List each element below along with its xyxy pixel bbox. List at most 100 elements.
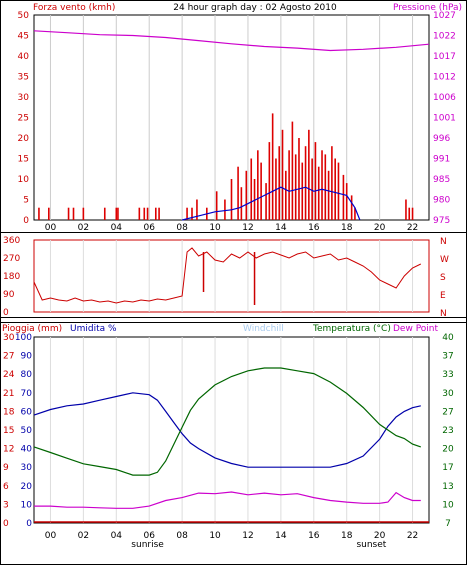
humidity-y-tick: 90 bbox=[21, 352, 33, 362]
humidity-y-tick: 100 bbox=[15, 333, 32, 343]
wind-y-tick: 20 bbox=[18, 134, 30, 144]
x-tick-label: 18 bbox=[341, 223, 353, 233]
gust-bar bbox=[308, 129, 310, 220]
humidity-y-tick: 0 bbox=[26, 519, 32, 529]
rain-axis-title: Pioggia (mm) bbox=[2, 324, 62, 334]
pressure-y-ticks: 975 980 985 991 996 1001 1006 1012 1017 1022 1027 bbox=[433, 11, 456, 226]
pressure-y-tick: 1027 bbox=[433, 11, 456, 21]
temperature-series bbox=[33, 367, 421, 476]
gust-bar bbox=[143, 207, 146, 220]
gust-bar bbox=[38, 207, 40, 220]
wind-y-tick: 30 bbox=[18, 93, 30, 103]
gust-bar bbox=[321, 150, 323, 220]
gust-bar bbox=[215, 191, 218, 220]
gust-bar bbox=[253, 179, 256, 220]
wind-axis-title: Forza vento (kmh) bbox=[33, 3, 115, 13]
temperature-y-tick: 23 bbox=[442, 426, 453, 436]
gust-bar bbox=[411, 207, 414, 220]
humidity-axis-title: Umidita % bbox=[70, 324, 117, 334]
x-tick-label: 12 bbox=[242, 223, 253, 233]
gust-bar bbox=[154, 207, 157, 220]
gust-bar bbox=[186, 207, 188, 220]
x-tick-label: 06 bbox=[143, 223, 155, 233]
gust-bar bbox=[230, 179, 233, 220]
pressure-y-tick: 1006 bbox=[433, 93, 456, 103]
direction-panel-frame bbox=[33, 239, 430, 313]
x-tick-label: 16 bbox=[308, 223, 320, 233]
x-tick-label: 22 bbox=[407, 531, 418, 541]
temperature-y-tick: 27 bbox=[442, 407, 453, 417]
gust-bar bbox=[48, 207, 50, 220]
gust-bar bbox=[334, 158, 336, 220]
gust-bar bbox=[405, 199, 407, 220]
gust-bar bbox=[72, 207, 75, 220]
gust-bar bbox=[278, 146, 281, 220]
temperature-y-tick: 10 bbox=[442, 500, 454, 510]
rain-y-tick: 12 bbox=[3, 445, 14, 455]
humidity-y-tick: 60 bbox=[21, 407, 33, 417]
wind-pressure-panel: 0 5 10 15 20 25 30 35 40 45 50 975 980 985 991 996 1001… bbox=[18, 11, 457, 242]
wind-y-tick: 40 bbox=[18, 52, 30, 62]
gust-bar bbox=[250, 158, 253, 220]
wind-y-tick: 45 bbox=[18, 32, 29, 42]
direction-series bbox=[33, 247, 422, 304]
wind-y-tick: 25 bbox=[18, 114, 29, 124]
pressure-y-tick: 996 bbox=[433, 134, 450, 144]
windchill-title: Windchill bbox=[243, 324, 284, 334]
x-tick-label: 00 bbox=[45, 531, 57, 541]
pressure-y-tick: 985 bbox=[433, 175, 450, 185]
x-tick-label: 22 bbox=[407, 223, 418, 233]
temperature-panel-frame bbox=[33, 336, 430, 524]
gust-bar bbox=[146, 207, 149, 220]
x-tick-label: 20 bbox=[374, 531, 386, 541]
pressure-y-tick: 1012 bbox=[433, 73, 456, 83]
x-tick-label: 04 bbox=[111, 223, 123, 233]
temperature-grid bbox=[49, 337, 414, 523]
temperature-y-tick: 7 bbox=[445, 519, 451, 529]
graph-title: 24 hour graph day : 02 Agosto 2010 bbox=[173, 3, 337, 13]
compass-label: N bbox=[440, 237, 447, 247]
gust-bar bbox=[245, 170, 248, 220]
x-tick-label: 14 bbox=[275, 531, 287, 541]
x-tick-label: 08 bbox=[176, 223, 188, 233]
temperature-y-tick: 33 bbox=[442, 370, 453, 380]
compass-label: W bbox=[440, 255, 449, 265]
wind-y-tick: 35 bbox=[18, 73, 29, 83]
wind-y-tick: 0 bbox=[23, 216, 29, 226]
pressure-y-tick: 1001 bbox=[433, 114, 456, 124]
pressure-y-tick: 1022 bbox=[433, 32, 456, 42]
gust-bar bbox=[191, 207, 193, 220]
rain-y-tick: 6 bbox=[3, 482, 9, 492]
pressure-y-tick: 980 bbox=[433, 196, 450, 206]
rain-y-tick: 18 bbox=[3, 407, 15, 417]
gust-bar bbox=[115, 207, 118, 220]
gust-bar bbox=[268, 142, 271, 220]
x-tick-label: 02 bbox=[78, 223, 89, 233]
pressure-y-tick: 991 bbox=[433, 155, 450, 165]
wind-y-ticks: 0 5 10 15 20 25 30 35 40 45 50 bbox=[18, 11, 30, 226]
wind-y-tick: 50 bbox=[18, 11, 30, 21]
gust-bar bbox=[257, 150, 259, 220]
temperature-y-tick: 17 bbox=[442, 463, 453, 473]
gust-bar bbox=[138, 207, 141, 220]
gust-bar bbox=[103, 207, 106, 220]
humidity-temperature-panel: Pioggia (mm) Umidita % Windchill Tempera… bbox=[0, 322, 467, 565]
temperature-axis-title: Temperatura (°C) bbox=[312, 324, 391, 334]
gust-bar bbox=[224, 199, 226, 220]
gust-bar bbox=[345, 183, 348, 220]
wind-y-tick: 15 bbox=[18, 155, 29, 165]
rain-y-tick: 3 bbox=[3, 500, 9, 510]
direction-line bbox=[33, 247, 422, 305]
gust-bar bbox=[117, 207, 119, 220]
temperature-y-tick: 40 bbox=[442, 333, 454, 343]
humidity-y-tick: 80 bbox=[21, 370, 33, 380]
gust-bar bbox=[285, 170, 287, 220]
gust-bar bbox=[294, 154, 297, 220]
gust-bar bbox=[196, 199, 198, 220]
gust-bar bbox=[281, 129, 284, 220]
wind-panel-grid bbox=[49, 15, 414, 220]
